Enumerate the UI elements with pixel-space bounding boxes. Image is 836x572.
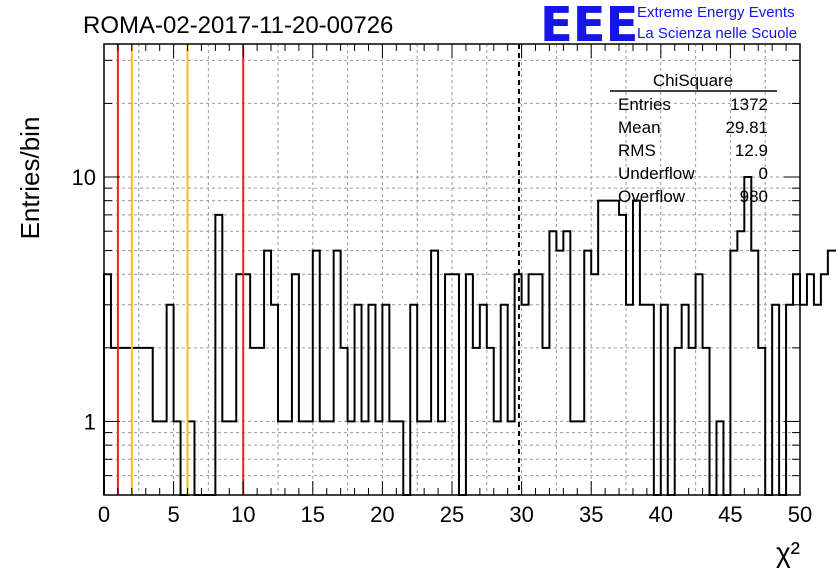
x-tick-label: 30 xyxy=(509,502,533,527)
histogram-layer xyxy=(103,175,836,496)
run-title: ROMA-02-2017-11-20-00726 xyxy=(83,12,393,39)
stats-rms-value: 12.9 xyxy=(735,141,768,160)
x-tick-label: 50 xyxy=(788,502,812,527)
y-tick-label: 10 xyxy=(72,165,96,190)
x-tick-label: 25 xyxy=(440,502,464,527)
stats-mean-label: Mean xyxy=(618,118,661,137)
stats-entries-label: Entries xyxy=(618,95,671,114)
tick-layer: 0 5 10 15 20 25 30 35 40 45 50 1 10 xyxy=(72,44,812,527)
x-tick-label: 15 xyxy=(301,502,325,527)
x-tick-label: 10 xyxy=(231,502,255,527)
stats-underflow-label: Underflow xyxy=(618,164,695,183)
x-tick-label: 45 xyxy=(718,502,742,527)
eee-logo: EEE Extreme Energy Events La Scienza nel… xyxy=(540,0,797,53)
logo-line2: La Scienza nelle Scuole xyxy=(637,25,797,42)
stats-overflow-value: 980 xyxy=(740,187,768,206)
y-tick-label: 1 xyxy=(84,409,96,434)
stats-entries-value: 1372 xyxy=(730,95,768,114)
x-axis-label: χ² xyxy=(776,537,800,568)
x-tick-label: 35 xyxy=(579,502,603,527)
x-tick-label: 5 xyxy=(167,502,179,527)
stats-rms-label: RMS xyxy=(618,141,656,160)
stats-box: ChiSquare Entries 1372 Mean 29.81 RMS 12… xyxy=(610,71,777,206)
grid-layer xyxy=(104,44,800,495)
reference-lines-layer xyxy=(116,44,520,495)
logo-letters: EEE xyxy=(540,0,638,53)
x-tick-label: 40 xyxy=(649,502,673,527)
stats-mean-value: 29.81 xyxy=(725,118,768,137)
stats-title: ChiSquare xyxy=(653,71,733,90)
stats-overflow-label: Overflow xyxy=(618,187,686,206)
stats-underflow-value: 0 xyxy=(759,164,768,183)
logo-line1: Extreme Energy Events xyxy=(637,4,795,21)
x-tick-label: 20 xyxy=(370,502,394,527)
histogram-outline xyxy=(103,175,836,496)
y-axis-label: Entries/bin xyxy=(15,117,45,240)
x-tick-label: 0 xyxy=(98,502,110,527)
